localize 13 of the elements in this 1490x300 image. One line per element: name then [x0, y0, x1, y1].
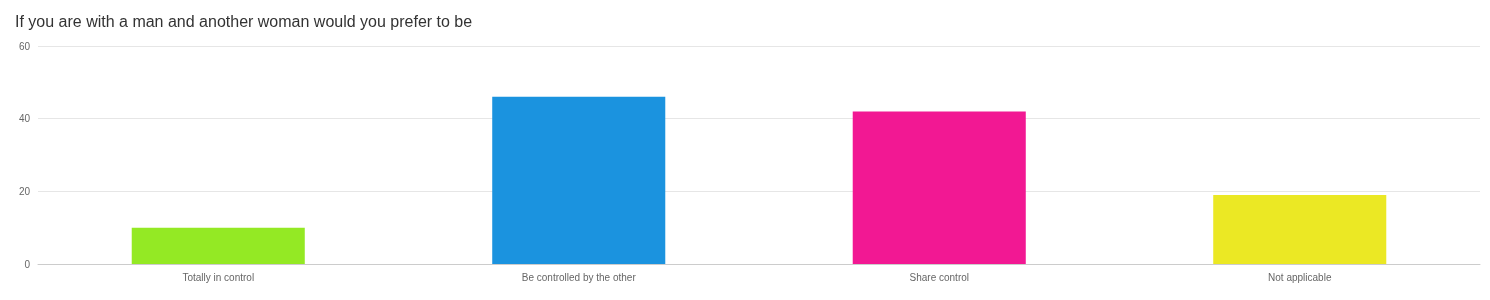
chart-title: If you are with a man and another woman would you prefer to be: [15, 12, 473, 30]
y-tick-label: 20: [18, 185, 31, 197]
bar: [852, 111, 1026, 264]
x-tick-label: Share control: [909, 271, 969, 283]
x-tick-label: Totally in control: [182, 271, 255, 283]
x-tick-label: Not applicable: [1268, 271, 1332, 283]
bar: [131, 227, 305, 264]
y-tick-label: 60: [18, 40, 31, 52]
y-tick-label: 0: [24, 258, 31, 270]
bar: [1213, 194, 1387, 264]
x-tick-label: Be controlled by the other: [521, 271, 637, 283]
y-tick-label: 40: [18, 113, 31, 125]
bar: [492, 96, 666, 264]
